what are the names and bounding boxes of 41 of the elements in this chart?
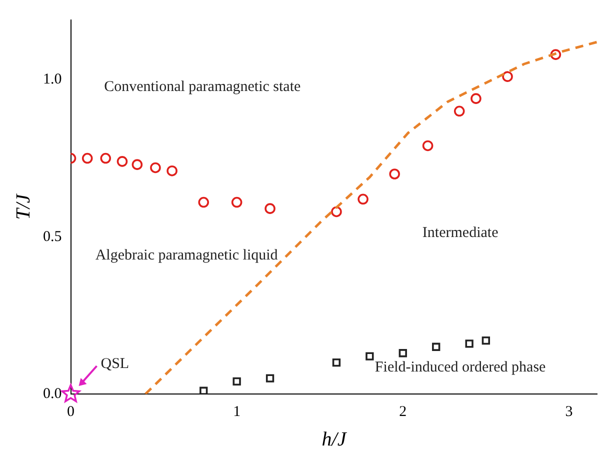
annotation: Conventional paramagnetic state: [104, 79, 301, 96]
point: [200, 386, 208, 394]
point: [366, 352, 374, 360]
point: [398, 349, 407, 358]
x-tick-label: 0: [67, 404, 74, 420]
point: [331, 206, 342, 218]
annotation: QSL: [100, 356, 130, 372]
x-tick-label: 3: [565, 404, 573, 420]
point: [482, 336, 490, 345]
point: [232, 377, 241, 386]
point: [266, 374, 274, 382]
y-tick-label: 0.5: [43, 228, 62, 245]
annotation: Intermediate: [422, 224, 499, 241]
point: [231, 196, 242, 208]
annotation: Algebraic paramagnetic liquid: [95, 247, 278, 264]
x-tick-label: 2: [399, 404, 407, 420]
point: [116, 156, 128, 167]
point: [332, 358, 341, 367]
point: [502, 71, 513, 82]
point: [132, 159, 143, 170]
point: [454, 106, 465, 117]
point: [100, 152, 112, 164]
y-axis-title: T/J: [12, 193, 34, 220]
point: [264, 203, 276, 214]
y-tick-label: 1.0: [43, 72, 62, 88]
point: [422, 140, 434, 152]
annotation: Field-induced ordered phase: [374, 360, 546, 376]
point: [61, 384, 80, 402]
point: [166, 165, 178, 176]
point: [198, 196, 210, 208]
y-tick-label: 0.0: [43, 386, 62, 402]
point: [358, 194, 368, 205]
x-axis-title: h/J: [322, 428, 348, 450]
x-tick-label: 1: [233, 404, 241, 420]
point: [82, 152, 93, 164]
point: [389, 168, 400, 180]
point: [150, 162, 161, 174]
point: [550, 49, 562, 60]
point: [432, 342, 440, 351]
point: [470, 93, 482, 104]
point: [465, 340, 474, 348]
